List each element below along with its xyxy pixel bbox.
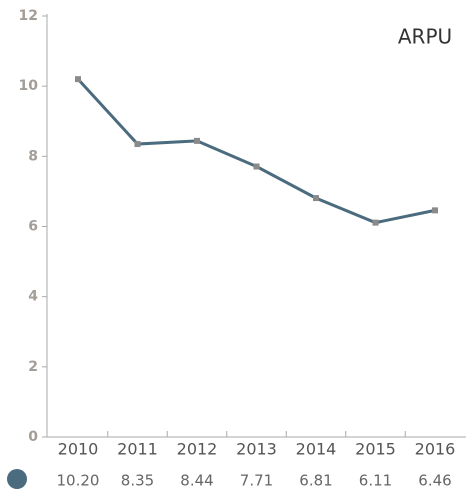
y-tick-label: 8 bbox=[28, 148, 38, 164]
x-tick-label: 2012 bbox=[177, 440, 218, 459]
x-tick-label: 2016 bbox=[415, 440, 456, 459]
chart-title: ARPU bbox=[398, 25, 452, 49]
x-tick-label: 2015 bbox=[355, 440, 396, 459]
x-tick-label: 2013 bbox=[236, 440, 277, 459]
y-tick-label: 0 bbox=[28, 429, 38, 445]
y-tick-label: 12 bbox=[19, 8, 38, 24]
y-tick-label: 10 bbox=[19, 78, 39, 94]
legend-marker bbox=[7, 469, 27, 489]
marker bbox=[372, 219, 379, 226]
value-label: 7.71 bbox=[240, 472, 273, 490]
value-label: 10.20 bbox=[57, 472, 100, 490]
x-tick-label: 2010 bbox=[58, 440, 99, 459]
y-tick-label: 6 bbox=[28, 219, 38, 235]
line bbox=[76, 78, 436, 225]
marker bbox=[194, 137, 200, 144]
y-tick-label: 4 bbox=[28, 289, 38, 305]
value-label: 8.35 bbox=[121, 472, 154, 490]
marker bbox=[134, 141, 141, 148]
marker bbox=[432, 207, 438, 214]
value-label: 6.81 bbox=[299, 472, 332, 490]
value-label: 6.46 bbox=[418, 472, 451, 490]
marker bbox=[75, 76, 81, 83]
value-label: 8.44 bbox=[180, 472, 213, 490]
marker bbox=[313, 195, 319, 202]
y-tick-label: 2 bbox=[28, 359, 38, 375]
x-tick-label: 2011 bbox=[117, 440, 158, 459]
x-tick-label: 2014 bbox=[296, 440, 337, 459]
value-label: 6.11 bbox=[359, 472, 392, 490]
marker bbox=[253, 163, 260, 170]
